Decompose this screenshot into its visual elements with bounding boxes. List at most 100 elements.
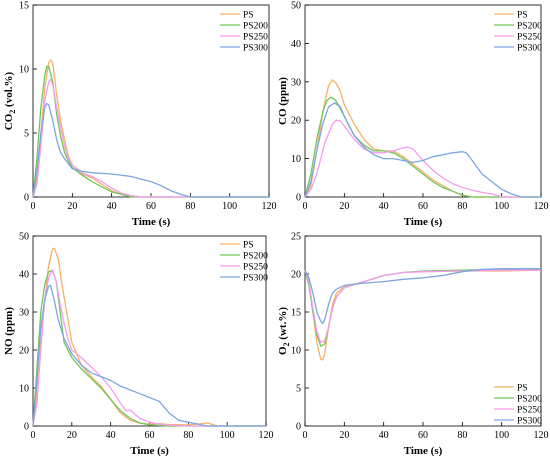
legend-label-ps200: PS200: [517, 395, 542, 405]
series-line-ps300: [32, 284, 266, 427]
legend-label-ps: PS: [243, 241, 254, 251]
legend-label-ps: PS: [517, 11, 528, 21]
y-axis-title-main: CO (ppm): [277, 77, 289, 125]
y-tick-label: 5: [296, 384, 301, 395]
y-tick-label: 50: [19, 232, 29, 243]
y-tick-label: 20: [291, 116, 301, 127]
plot-frame: [304, 4, 542, 198]
x-tick-label: 80: [183, 430, 193, 441]
y-axis-title-main: CO: [3, 113, 15, 130]
y-axis-title-main: NO (ppm): [3, 307, 15, 355]
y-axis-title-main: O: [277, 346, 289, 355]
y-tick-label: 25: [291, 232, 301, 243]
series-line-ps200: [32, 65, 269, 198]
series-line-ps200: [32, 269, 266, 427]
x-axis-title: Time (s): [404, 445, 443, 457]
x-tick-label: 40: [379, 430, 389, 441]
series-line-ps300: [304, 268, 541, 325]
x-tick-label: 20: [67, 430, 77, 441]
x-tick-label: 60: [146, 201, 156, 212]
series-line-ps: [32, 247, 266, 427]
y-axis-title-subscript: 2: [282, 342, 291, 346]
legend-label-ps250: PS250: [243, 263, 268, 273]
x-tick-label: 60: [145, 430, 155, 441]
series-line-ps250: [304, 269, 541, 344]
series-line-ps: [304, 269, 542, 361]
x-tick-label: 0: [303, 430, 308, 441]
x-tick-label: 100: [494, 430, 509, 441]
x-tick-label: 0: [31, 430, 36, 441]
x-tick-label: 40: [379, 201, 389, 212]
x-tick-label: 120: [534, 201, 549, 212]
x-tick-label: 120: [262, 201, 277, 212]
x-tick-label: 120: [534, 430, 549, 441]
y-axis-title: CO (ppm): [277, 77, 289, 125]
y-tick-label: 0: [24, 193, 29, 204]
y-tick-label: 20: [291, 270, 301, 281]
legend-label-ps300: PS300: [517, 44, 542, 54]
y-tick-label: 50: [291, 1, 301, 12]
x-tick-label: 80: [185, 201, 195, 212]
series-line-ps200: [304, 96, 541, 198]
series-line-ps200: [304, 268, 541, 347]
x-tick-label: 100: [220, 430, 235, 441]
legend-label-ps250: PS250: [243, 33, 268, 43]
y-tick-label: 40: [291, 39, 301, 50]
panel-o2: 0 20 40 60 80 100 120 0 5 10 15 20 25 Time (s) O2 (wt.…: [277, 232, 549, 458]
legend-label-ps200: PS200: [517, 22, 542, 32]
panel-co: 0 20 40 60 80 100 120 0 10 20 30 40 50 Time (s) CO (pp…: [277, 1, 549, 229]
series-line-ps300: [32, 102, 269, 198]
y-axis-title-unit: (wt.%): [277, 307, 289, 343]
y-axis-title: NO (ppm): [3, 307, 15, 355]
series-line-ps250: [32, 78, 269, 198]
series-line-ps250: [304, 119, 541, 198]
y-axis-title-subscript: 2: [8, 110, 17, 114]
x-tick-label: 60: [418, 430, 428, 441]
x-tick-label: 20: [67, 201, 77, 212]
y-tick-label: 0: [24, 422, 29, 433]
y-axis-title: O2 (wt.%): [277, 307, 291, 355]
panel-no: 0 20 40 60 80 100 120 0 10 20 30 40 50 Time (s) NO (pp…: [3, 232, 274, 458]
x-tick-label: 80: [457, 201, 467, 212]
x-axis-title: Time (s): [132, 216, 171, 228]
y-tick-label: 30: [19, 308, 29, 319]
y-tick-label: 0: [296, 193, 301, 204]
plot-frame: [32, 4, 270, 198]
y-tick-label: 10: [19, 65, 29, 76]
y-tick-label: 5: [24, 129, 29, 140]
series-line-ps250: [32, 269, 266, 427]
y-tick-label: 30: [291, 77, 301, 88]
y-tick-label: 40: [19, 270, 29, 281]
x-axis-title: Time (s): [130, 445, 169, 457]
legend-label-ps300: PS300: [243, 274, 268, 284]
x-axis-title: Time (s): [404, 216, 443, 228]
y-tick-label: 10: [291, 346, 301, 357]
legend-label-ps250: PS250: [517, 406, 542, 416]
x-tick-label: 100: [494, 201, 509, 212]
legend-label-ps200: PS200: [243, 22, 268, 32]
y-axis-title: CO2 (vol.%): [3, 71, 17, 130]
series-line-ps: [32, 59, 269, 198]
y-tick-label: 0: [296, 422, 301, 433]
legend-label-ps250: PS250: [517, 33, 542, 43]
x-tick-label: 40: [106, 430, 116, 441]
series-line-ps300: [304, 102, 541, 198]
x-tick-label: 120: [259, 430, 274, 441]
x-tick-label: 60: [418, 201, 428, 212]
legend-label-ps200: PS200: [243, 252, 268, 262]
y-tick-label: 20: [19, 346, 29, 357]
y-axis-title-unit: (vol.%): [3, 71, 15, 109]
panel-co2: 0 20 40 60 80 100 120 0 5 10 15 Time (s) CO2 (vol.%)…: [3, 1, 277, 229]
y-tick-label: 10: [19, 384, 29, 395]
x-tick-label: 0: [303, 201, 308, 212]
legend-label-ps300: PS300: [517, 417, 542, 427]
series-line-ps: [304, 79, 541, 198]
y-tick-label: 15: [19, 1, 29, 12]
legend-label-ps: PS: [243, 11, 254, 21]
x-tick-label: 20: [339, 201, 349, 212]
legend-label-ps: PS: [517, 384, 528, 394]
